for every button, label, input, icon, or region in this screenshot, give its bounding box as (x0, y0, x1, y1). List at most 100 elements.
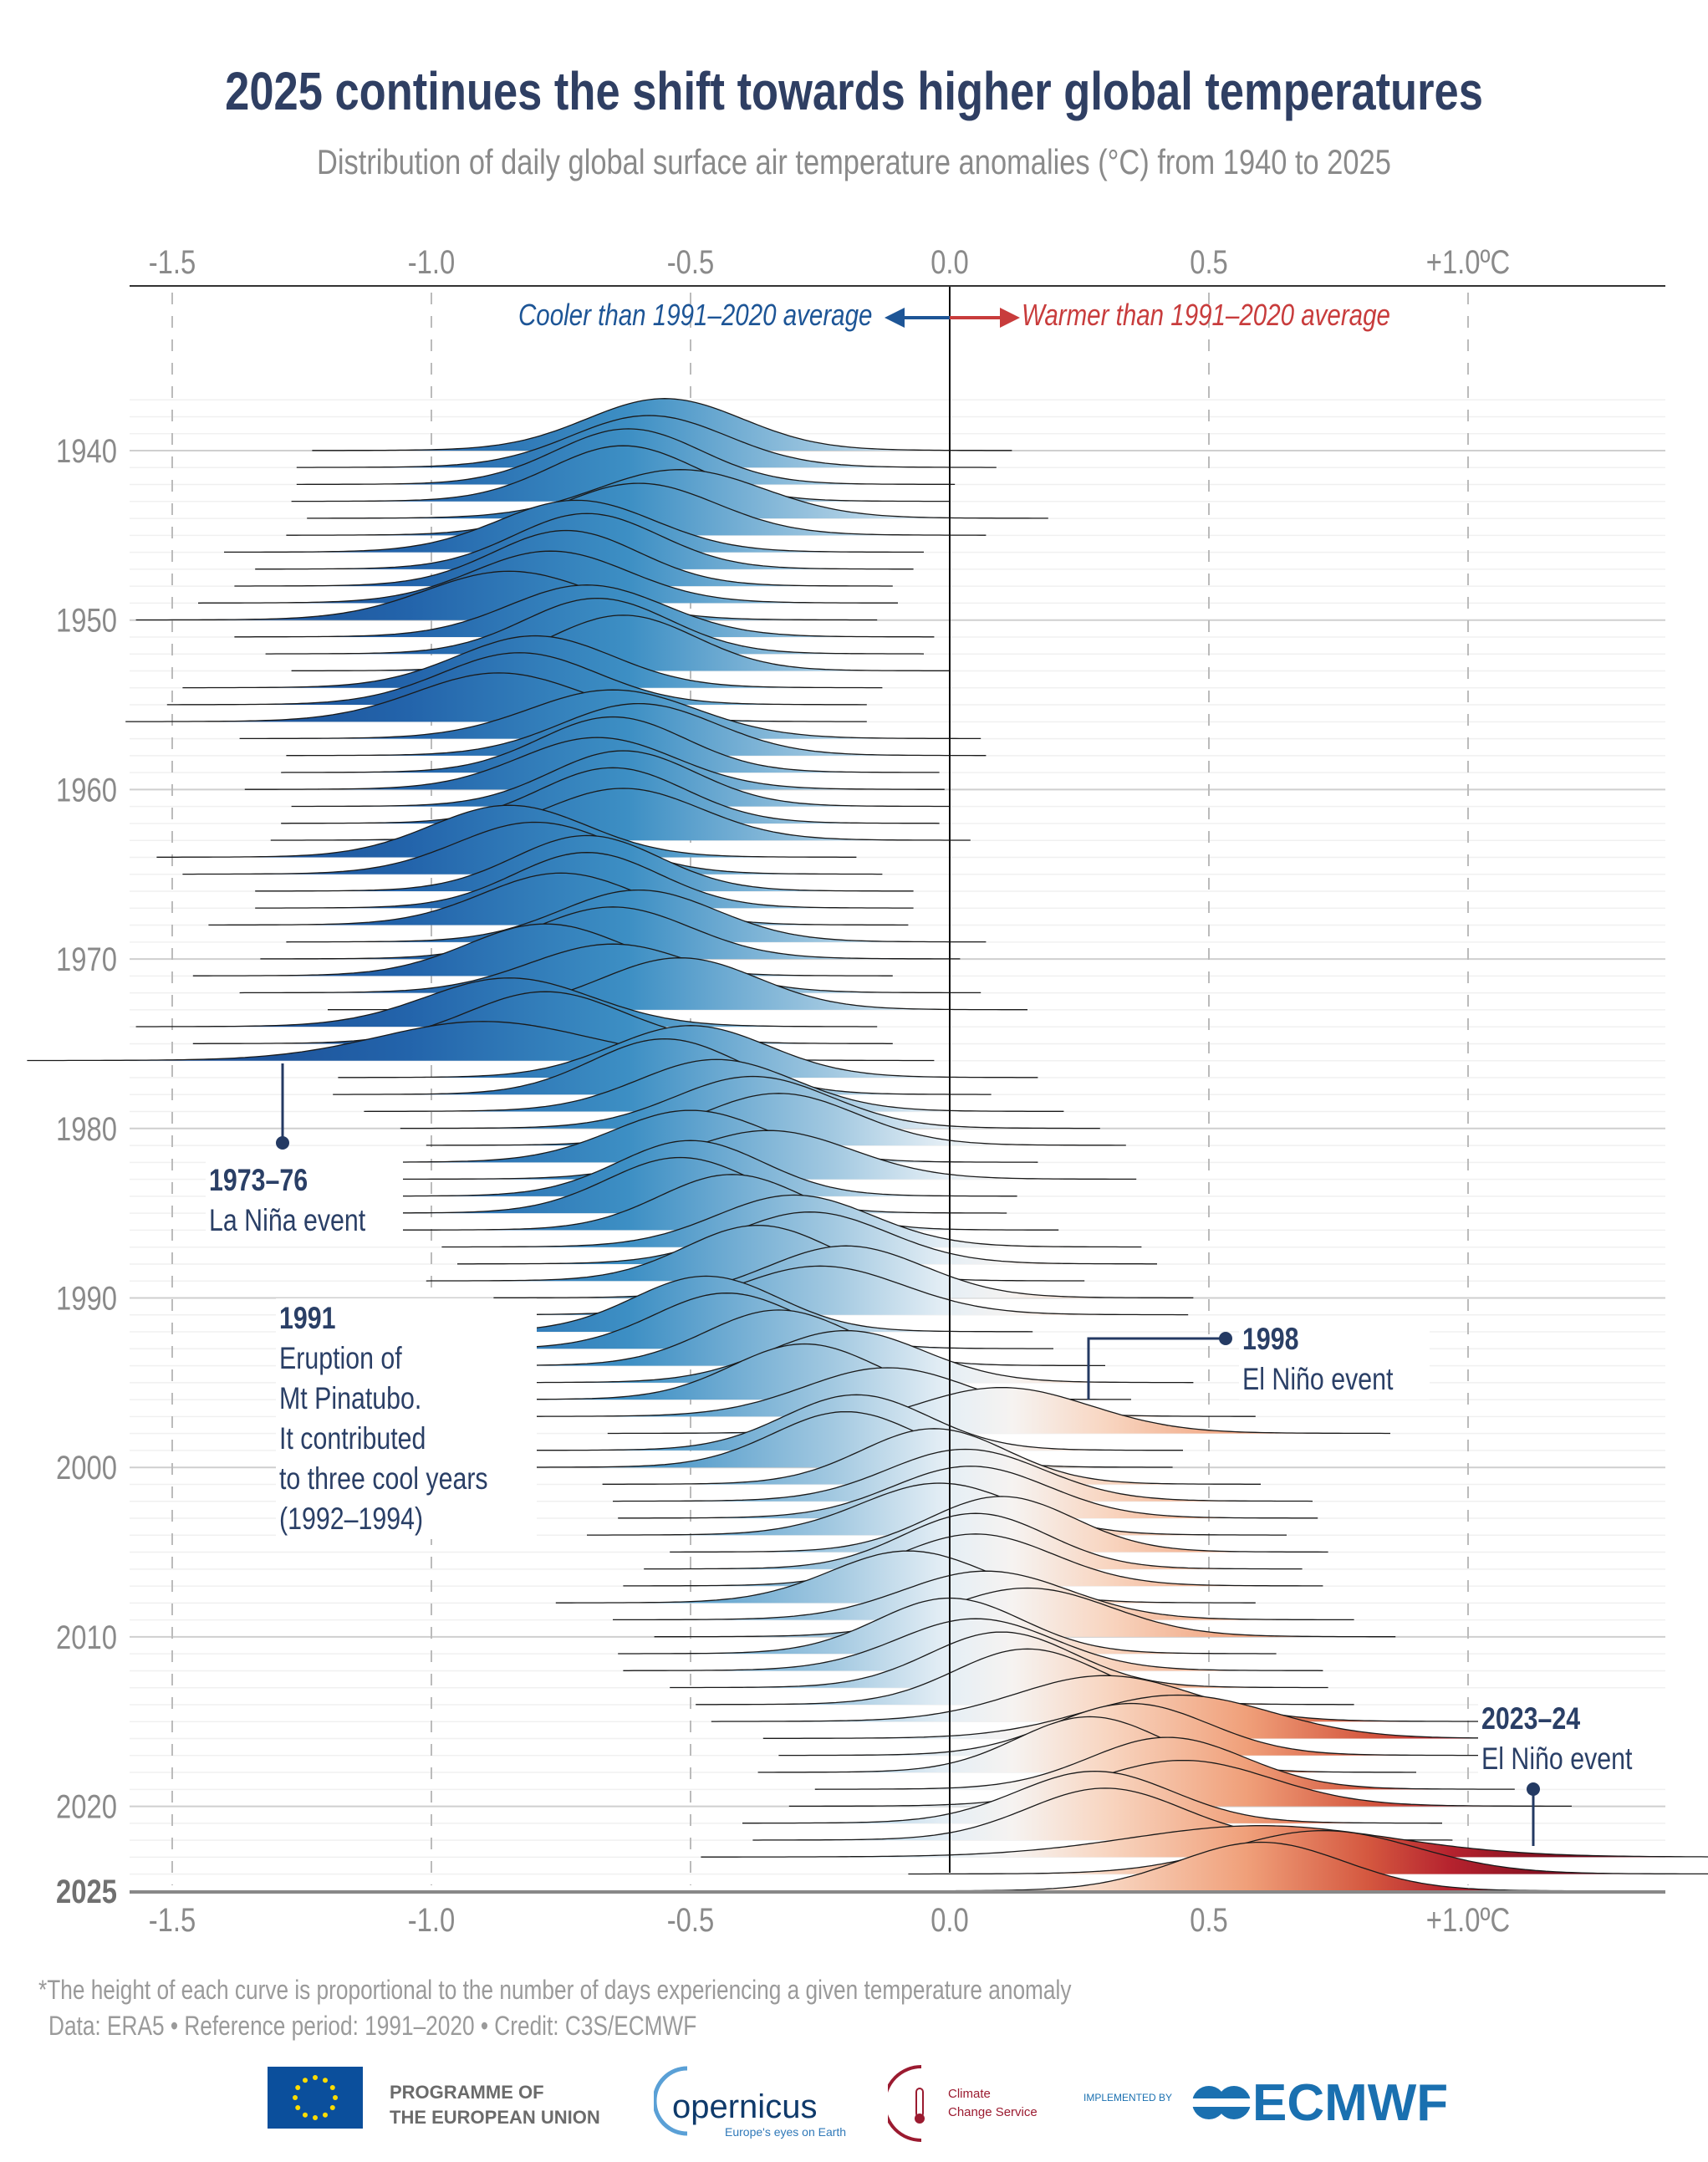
copernicus-logo: opernicus Europe's eyes on Earth (654, 2065, 846, 2140)
y-tick-label: 1950 (56, 602, 117, 640)
ridge-line-1989 (426, 1224, 1085, 1282)
ridge-line-1982 (338, 1109, 1038, 1163)
eu-star-icon (295, 2085, 301, 2090)
ridge-line-1969 (286, 889, 987, 943)
ridge-line-2021 (742, 1770, 1442, 1824)
x-tick-label-top: -1.5 (149, 243, 196, 281)
ridge-line-1988 (457, 1211, 1157, 1265)
leader-dot (1219, 1332, 1232, 1345)
ridge-fill-1943 (291, 446, 951, 502)
ridge-fill-2007 (623, 1533, 1323, 1587)
ridge-fill-2025 (887, 1842, 1629, 1891)
ridge-line-1962 (281, 767, 940, 824)
ridge-fill-2023 (701, 1825, 1708, 1858)
ridge-line-1941 (296, 415, 997, 468)
ridge-line-1974 (135, 977, 878, 1027)
ridge-line-1949 (197, 550, 898, 604)
ridge-line-1943 (291, 445, 950, 502)
ridge-fill-1998 (607, 1387, 1390, 1434)
ridge-fill-1991 (446, 1266, 1189, 1315)
y-tick-label: 1990 (56, 1279, 117, 1317)
leader-dot (1527, 1782, 1540, 1796)
y-tick-label: 1940 (56, 432, 117, 470)
ridge-line-1952 (265, 597, 925, 655)
ridge-fill-2014 (696, 1649, 1354, 1705)
ridge-line-1963 (270, 788, 971, 841)
ridge-line-1990 (493, 1245, 1194, 1298)
ridge-line-2018 (757, 1716, 1416, 1773)
ridge-line-1940 (312, 398, 1012, 451)
ridge-line-1970 (260, 906, 961, 960)
eu-star-icon (333, 2095, 338, 2100)
ridge-fill-1981 (426, 1093, 1126, 1146)
eu-star-icon (295, 2105, 301, 2110)
eu-star-icon (313, 2115, 318, 2120)
ridge-fill-1983 (395, 1130, 1137, 1180)
ridge-line-1987 (441, 1194, 1142, 1248)
ecmwf-symbol-icon (1191, 2086, 1253, 2119)
ridge-line-1945 (286, 482, 987, 536)
ridge-line-1947 (255, 512, 914, 570)
eu-star-icon (303, 2078, 308, 2083)
ridge-fill-1945 (286, 483, 987, 536)
x-tick-label-top: 0.0 (930, 243, 969, 281)
ridge-fill-2022 (752, 1787, 1453, 1841)
eu-programme-text: PROGRAMME OF THE EUROPEAN UNION (390, 2082, 600, 2128)
y-tick-label: 1960 (56, 771, 117, 808)
x-tick-label-top: +1.0ºC (1426, 243, 1510, 281)
ridge-line-1997 (514, 1367, 1256, 1417)
warmer-label: Warmer than 1991–2020 average (1022, 298, 1390, 332)
ridge-fill-2010 (654, 1588, 1396, 1637)
eu-star-icon (323, 2078, 328, 2083)
ridge-line-2015 (711, 1675, 1495, 1722)
ridge-fill-1972 (239, 944, 981, 993)
ridge-line-1965 (182, 821, 883, 875)
ridge-fill-2015 (711, 1675, 1494, 1722)
ridge-line-1979 (364, 1058, 1064, 1113)
ridge-line-1999 (524, 1394, 1183, 1451)
ridge-line-1958 (286, 702, 987, 757)
ridge-line-1985 (348, 1156, 1007, 1214)
ridge-line-1981 (426, 1093, 1126, 1146)
ridge-fill-2008 (555, 1551, 1256, 1604)
y-tick-label: 2020 (56, 1788, 117, 1826)
implemented-by-text: IMPLEMENTED BY (1083, 2092, 1173, 2103)
ridge-line-1948 (234, 529, 893, 587)
ridge-line-1950 (135, 570, 878, 621)
ridge-fill-1971 (192, 924, 893, 976)
eu-flag-logo (268, 2067, 363, 2129)
ridge-line-1954 (182, 635, 883, 689)
warmer-arrowhead-icon (1000, 308, 1020, 328)
c3s-logo: Climate Change Service (888, 2063, 1055, 2144)
ridge-line-2011 (618, 1597, 1277, 1655)
ridge-line-1998 (607, 1386, 1390, 1435)
ridge-line-2001 (602, 1428, 1261, 1485)
ridge-line-2004 (587, 1482, 1287, 1536)
x-tick-label-bottom: +1.0ºC (1426, 1901, 1510, 1939)
ridge-line-2009 (613, 1570, 1354, 1621)
ridges (27, 398, 1708, 1892)
x-tick-label-top: 0.5 (1190, 243, 1228, 281)
ridge-fill-1996 (472, 1344, 1131, 1400)
ridge-line-2025 (887, 1841, 1629, 1892)
annotation-pinatubo: 1991 Eruption of Mt Pinatubo. It contrib… (276, 1298, 538, 1539)
eu-star-icon (323, 2112, 328, 2118)
y-tick-label: 1980 (56, 1110, 117, 1148)
ridge-line-1968 (208, 872, 909, 926)
y-tick-label: 2010 (56, 1619, 117, 1656)
annotation-2023-24: 2023–24 El Niño event (1478, 1699, 1670, 1779)
y-tick-label: 1970 (56, 941, 117, 978)
ridge-line-2005 (670, 1496, 1328, 1553)
ridge-line-1983 (395, 1129, 1137, 1180)
ridge-line-2002 (613, 1448, 1313, 1502)
axes: -1.5 -1.5 -1.0 -1.0 -0.5 -0.5 0.0 0.0 0.5 0.5 +1.0… (56, 243, 1665, 1939)
ridge-line-2023 (701, 1825, 1708, 1858)
ridge-line-2016 (762, 1694, 1588, 1739)
x-tick-label-top: -0.5 (667, 243, 715, 281)
ridge-fill-2000 (514, 1411, 1173, 1468)
ridge-line-2006 (644, 1512, 1303, 1570)
ridge-line-1977 (338, 1025, 1038, 1078)
x-tick-label-bottom: -1.0 (408, 1901, 456, 1939)
ridge-line-1975 (192, 991, 893, 1044)
